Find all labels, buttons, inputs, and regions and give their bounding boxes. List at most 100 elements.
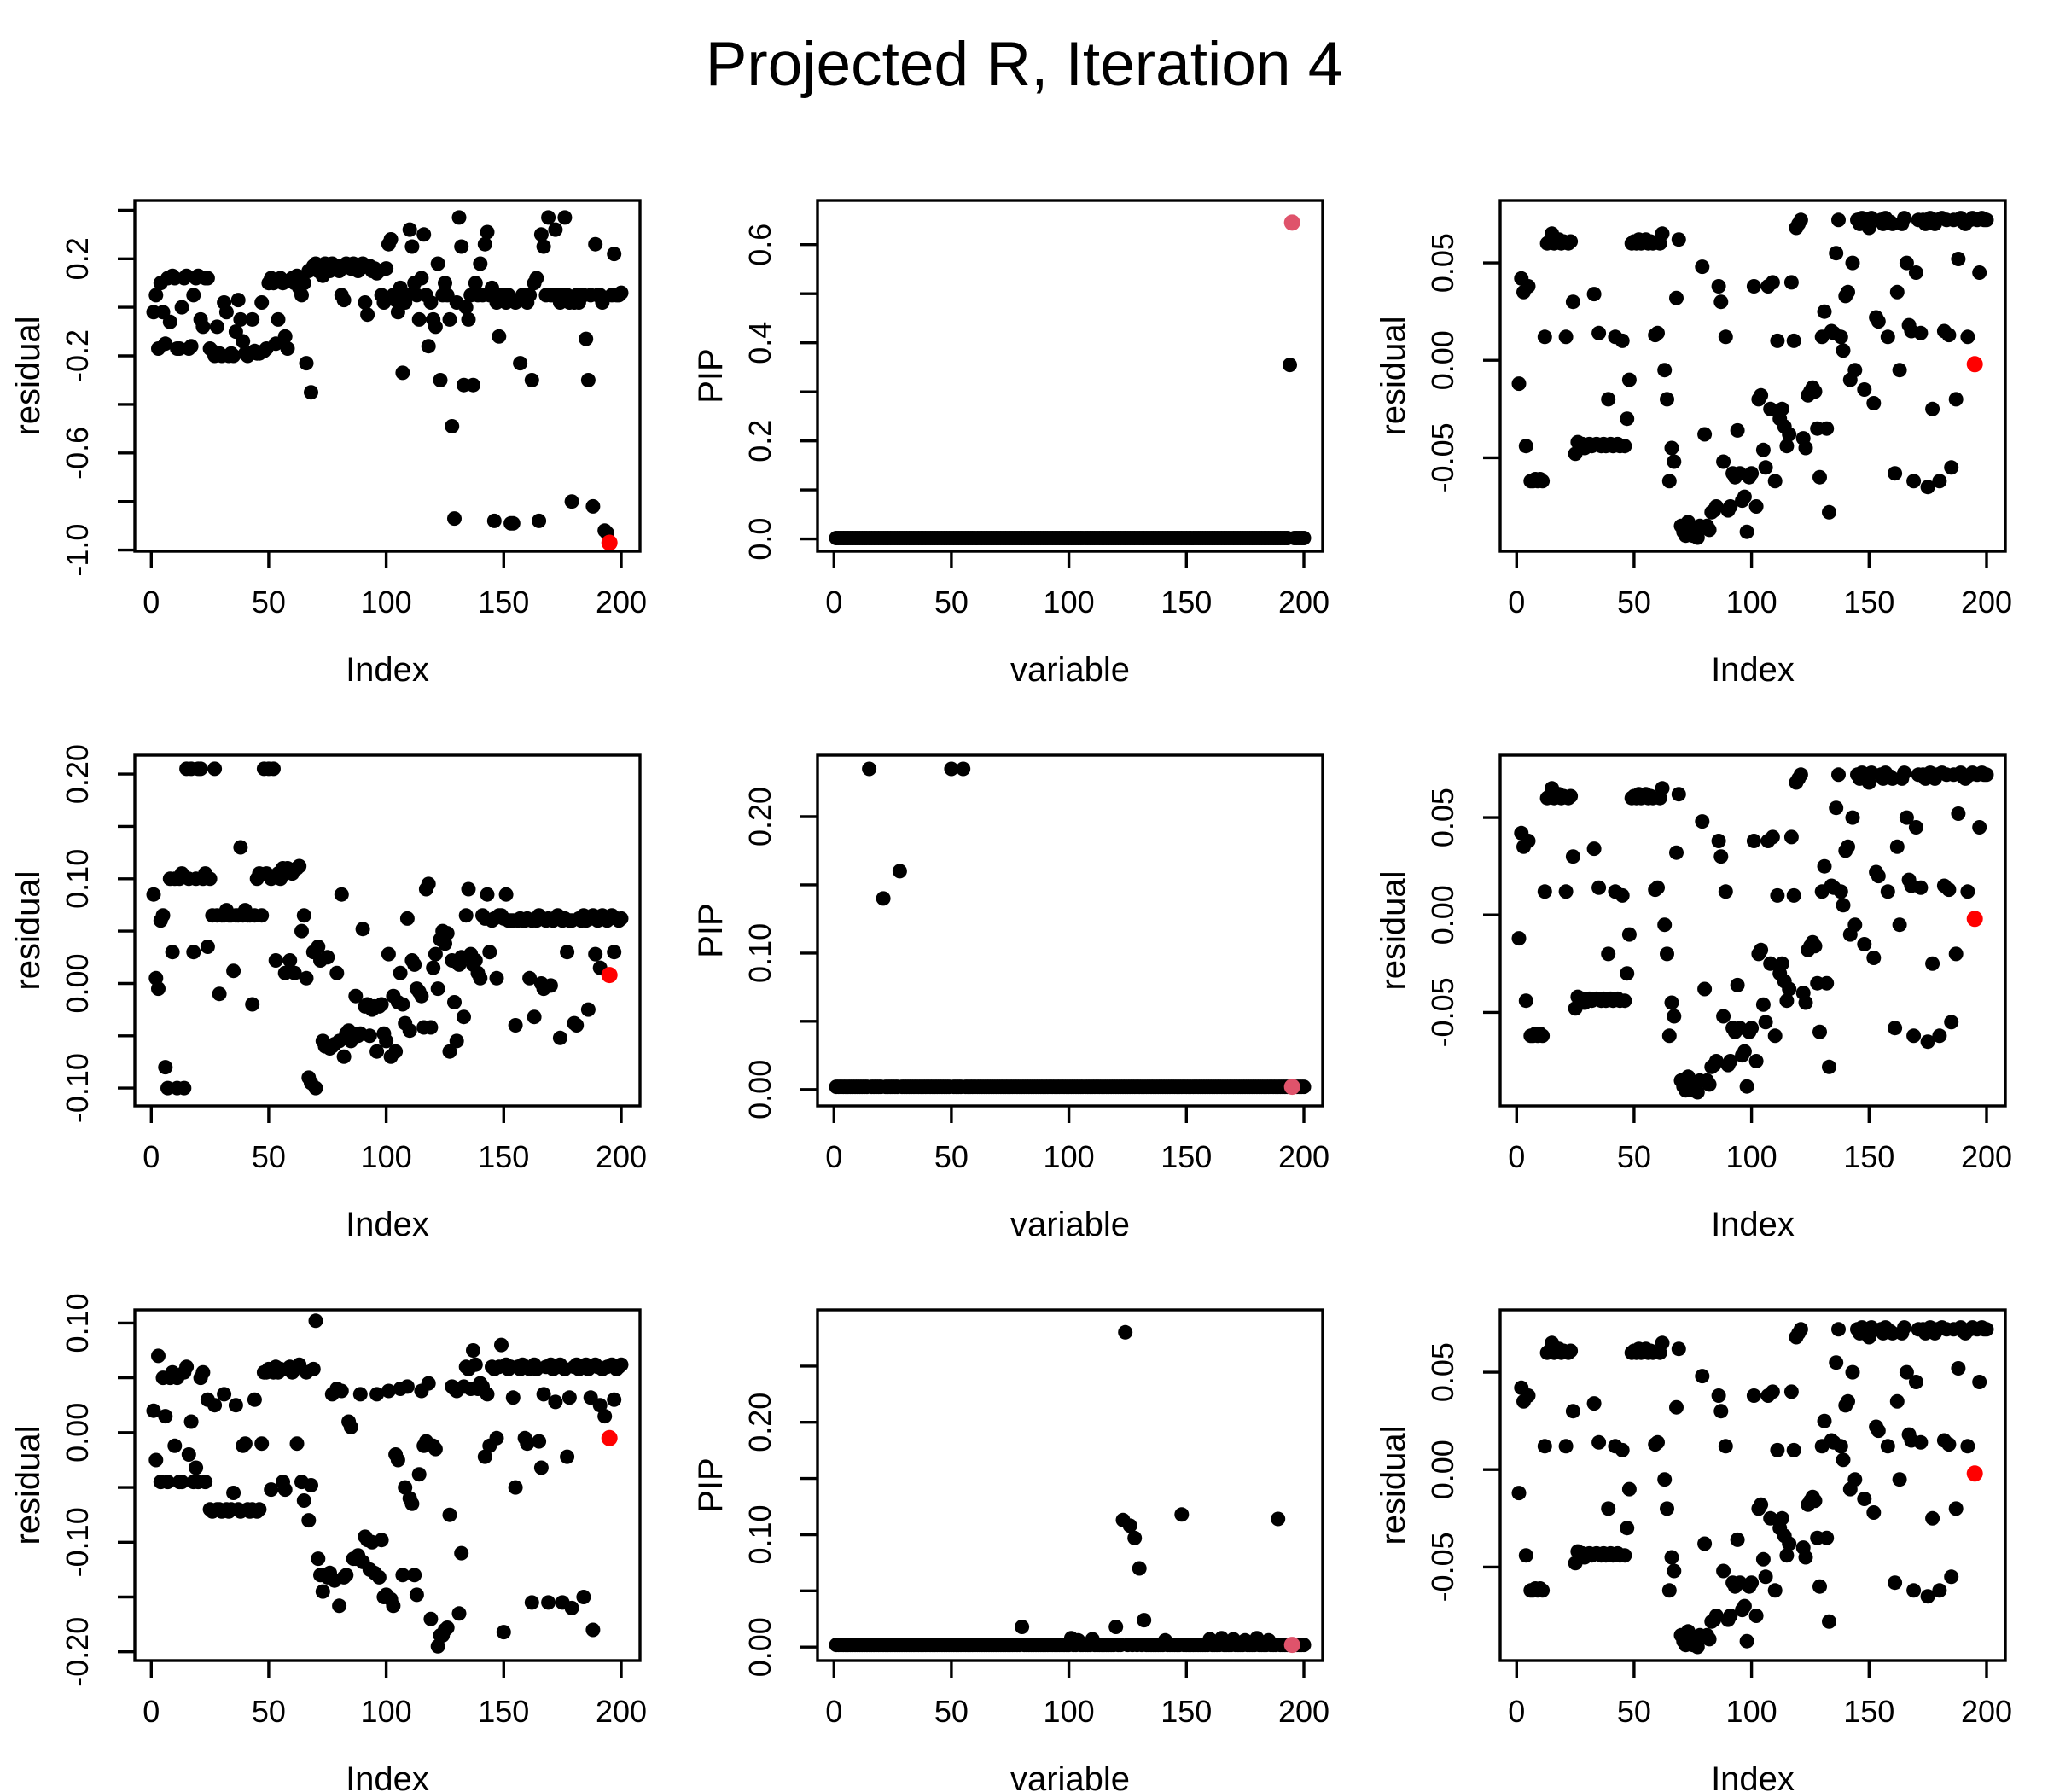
data-point — [1730, 1532, 1745, 1547]
x-tick-label: 150 — [478, 1139, 529, 1174]
data-point — [1690, 1639, 1705, 1655]
data-point — [1591, 325, 1607, 340]
data-point — [533, 1460, 549, 1475]
data-point — [541, 1595, 556, 1610]
data-point — [1951, 1361, 1966, 1376]
y-axis-title: PIP — [692, 903, 730, 957]
data-point — [1889, 839, 1905, 854]
data-point — [1786, 1442, 1801, 1457]
data-point — [1695, 814, 1710, 829]
x-axis: 0 50 100 150 200 — [825, 551, 1329, 620]
data-point — [148, 288, 164, 303]
x-tick-label: 50 — [934, 585, 969, 620]
x-tick-label: 0 — [1508, 1694, 1525, 1729]
data-point — [1857, 382, 1872, 397]
data-point — [162, 314, 177, 329]
highlight-point — [601, 534, 618, 551]
x-tick-label: 50 — [252, 585, 286, 620]
data-point — [862, 761, 877, 777]
x-tick-label: 200 — [1961, 1139, 2012, 1174]
highlight-point — [1966, 1465, 1983, 1482]
highlight-point — [1283, 1079, 1300, 1096]
data-point — [564, 494, 579, 509]
x-tick-label: 100 — [361, 1694, 412, 1729]
data-point — [296, 276, 311, 291]
data-point — [1723, 1609, 1738, 1623]
data-point — [1723, 499, 1738, 514]
data-point — [1880, 884, 1895, 899]
data-point — [498, 887, 514, 902]
x-tick-label: 100 — [1726, 585, 1777, 620]
data-point — [296, 1493, 311, 1508]
data-point — [1979, 212, 1994, 228]
data-point — [1746, 279, 1761, 294]
data-point — [369, 1044, 385, 1059]
data-point — [1015, 1620, 1030, 1634]
y-axis: 0.20 0.10 0.00 -0.10 — [60, 744, 135, 1123]
data-point — [1657, 1472, 1673, 1487]
data-point — [1716, 1009, 1731, 1024]
x-axis-title: Index — [1711, 651, 1795, 683]
y-axis-title: residual — [1375, 1425, 1412, 1545]
y-tick-label: 0.05 — [1425, 788, 1460, 847]
data-point — [1829, 1355, 1844, 1370]
data-point — [1660, 392, 1674, 407]
data-point — [1831, 767, 1846, 783]
data-point — [388, 1044, 404, 1059]
data-point — [1841, 1393, 1855, 1409]
data-point — [1857, 1492, 1872, 1506]
data-point — [411, 1467, 427, 1482]
data-point — [1829, 800, 1844, 816]
data-point — [379, 1033, 394, 1049]
data-point — [1972, 265, 1987, 280]
data-point — [468, 1357, 483, 1372]
data-point — [1833, 329, 1848, 345]
data-point — [230, 293, 246, 308]
data-point — [592, 1398, 608, 1413]
data-point — [1755, 1551, 1771, 1567]
data-point — [454, 1545, 469, 1561]
data-point — [1798, 1550, 1813, 1565]
data-point — [268, 953, 283, 968]
data-point — [1798, 995, 1813, 1010]
data-point — [442, 1507, 457, 1522]
data-point — [473, 256, 488, 271]
data-point — [1535, 474, 1551, 489]
data-point — [1833, 884, 1848, 899]
data-point — [1521, 1388, 1536, 1403]
data-point — [461, 881, 476, 897]
data-point — [402, 1023, 417, 1039]
data-point — [1558, 884, 1574, 899]
data-point — [371, 1569, 387, 1585]
y-tick-label: 0.00 — [1425, 885, 1460, 945]
data-point — [580, 1002, 596, 1017]
data-point — [505, 515, 521, 531]
data-point — [1758, 1015, 1773, 1030]
data-point — [480, 887, 495, 902]
data-point — [447, 995, 462, 1009]
data-point — [1621, 372, 1637, 387]
data-point — [1944, 1015, 1959, 1030]
data-point — [1601, 946, 1616, 962]
x-tick-label: 0 — [825, 585, 842, 620]
y-axis-title: PIP — [692, 1457, 730, 1512]
data-point — [458, 908, 474, 923]
data-point — [390, 1452, 405, 1468]
data-point — [442, 1044, 457, 1059]
data-point — [1669, 290, 1684, 305]
data-point — [508, 1480, 523, 1495]
data-point — [280, 341, 295, 356]
data-point — [198, 1475, 213, 1490]
data-point — [466, 377, 480, 393]
data-point — [395, 365, 410, 381]
data-point — [1664, 440, 1679, 456]
y-tick-label: 0.00 — [742, 1060, 777, 1120]
data-point — [1565, 1404, 1580, 1419]
data-point — [1537, 884, 1552, 899]
data-point — [311, 1551, 326, 1567]
data-point — [1650, 325, 1665, 340]
data-point — [1948, 1501, 1964, 1516]
data-point — [1748, 1609, 1764, 1623]
data-point — [1755, 442, 1771, 457]
x-tick-label: 200 — [596, 1694, 647, 1729]
